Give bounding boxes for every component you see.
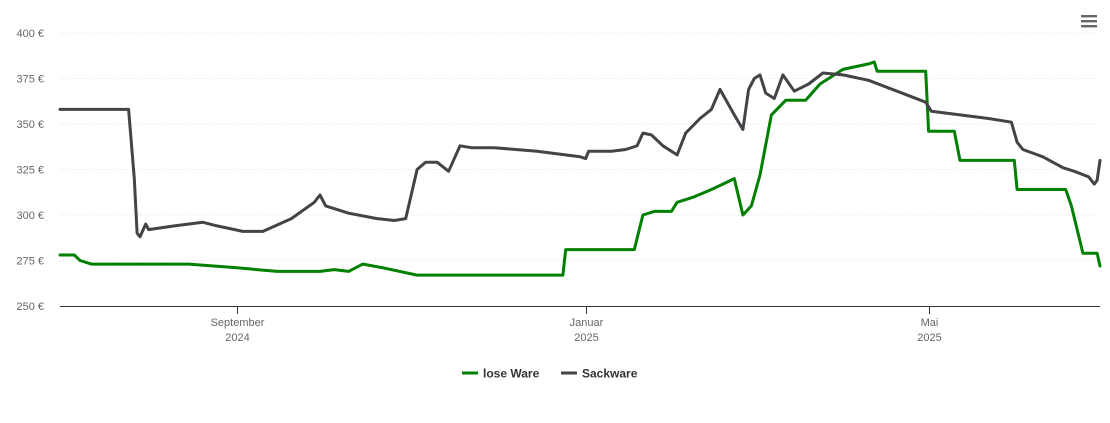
legend-label-lose-ware: lose Ware bbox=[483, 367, 540, 381]
y-tick-label: 300 € bbox=[16, 210, 44, 222]
legend-label-sackware: Sackware bbox=[582, 367, 638, 381]
legend-item-lose-ware[interactable]: lose Ware bbox=[462, 367, 540, 381]
series-line-lose-ware[interactable] bbox=[58, 60, 1102, 277]
x-tick-label-year: 2024 bbox=[225, 332, 249, 344]
y-axis-ticks: 250 € 275 € 300 € 325 € 350 € 375 € 400 € bbox=[16, 28, 44, 313]
y-tick-label: 400 € bbox=[16, 28, 44, 40]
series-lines bbox=[58, 60, 1102, 277]
y-tick-label: 325 € bbox=[16, 165, 44, 177]
series-line-sackware[interactable] bbox=[58, 71, 1102, 239]
grid-lines bbox=[60, 32, 1100, 307]
x-tick-label-month: Mai bbox=[921, 317, 939, 329]
legend-item-sackware[interactable]: Sackware bbox=[561, 367, 638, 381]
legend: lose Ware Sackware bbox=[462, 367, 638, 381]
y-tick-label: 275 € bbox=[16, 256, 44, 268]
hamburger-menu-icon[interactable] bbox=[1076, 10, 1102, 34]
x-tick-label-month: Januar bbox=[570, 317, 604, 329]
x-tick-label-month: September bbox=[211, 317, 265, 329]
y-tick-label: 350 € bbox=[16, 119, 44, 131]
x-tick-label-year: 2025 bbox=[574, 332, 598, 344]
y-tick-label: 250 € bbox=[16, 301, 44, 313]
y-tick-label: 375 € bbox=[16, 74, 44, 86]
x-axis-ticks: September 2024 Januar 2025 Mai 2025 bbox=[211, 306, 942, 344]
x-tick-label-year: 2025 bbox=[917, 332, 941, 344]
